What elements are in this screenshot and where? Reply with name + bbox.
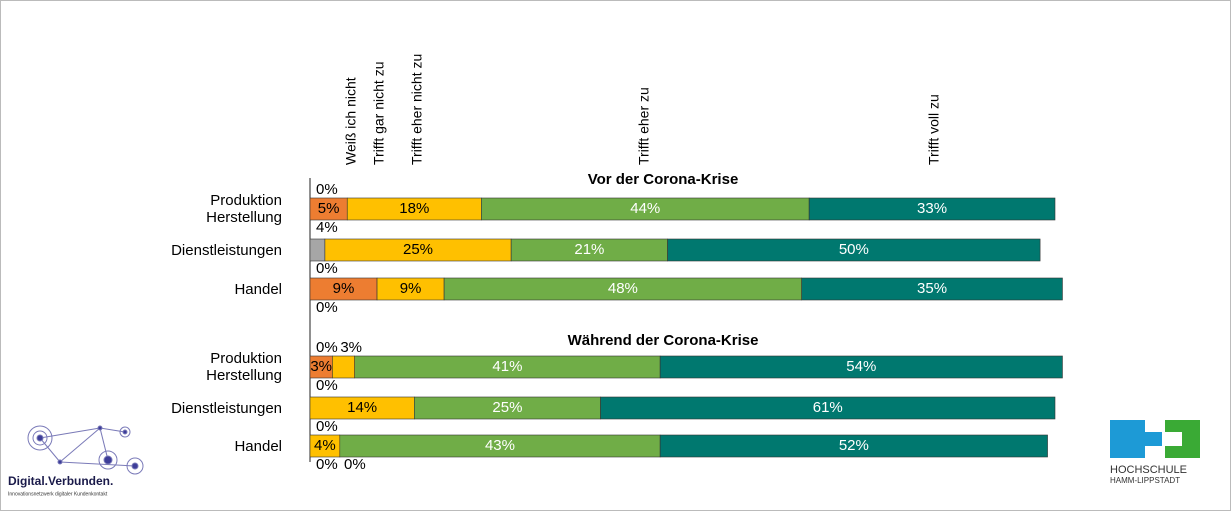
legend-entry: Trifft voll zu (926, 94, 942, 165)
data-label: 0% (316, 299, 338, 316)
logo-left (27, 425, 144, 475)
data-label: 14% (347, 399, 377, 416)
annotation: 4% (316, 219, 338, 236)
legend-entry: Weiß ich nicht (343, 77, 359, 165)
data-label: 43% (485, 437, 515, 454)
logo-line: HOCHSCHULE (1110, 464, 1187, 476)
data-label: 41% (492, 358, 522, 375)
data-label: 21% (574, 241, 604, 258)
category-label: Produktion Herstellung (206, 350, 282, 384)
bar-segment (808, 197, 1056, 221)
data-label: 9% (333, 280, 355, 297)
data-label: 0% (344, 456, 366, 473)
category-label: Dienstleistungen (171, 241, 282, 259)
bar-segment (309, 238, 326, 262)
annotation: 0% (316, 377, 338, 394)
data-label: 25% (492, 399, 522, 416)
panel-title: Während der Corona-Krise (568, 332, 759, 349)
bar-segment (659, 434, 1048, 458)
data-label: 50% (839, 241, 869, 258)
data-label: 54% (846, 358, 876, 375)
data-label: 9% (400, 280, 422, 297)
logo-right (1110, 420, 1200, 458)
data-label: 0% (316, 260, 338, 277)
category-label: Handel (234, 280, 282, 298)
data-label: 44% (630, 200, 660, 217)
logo-subtitle: Innovationsnetzwerk digitaler Kundenkont… (8, 491, 108, 497)
data-label: 0% (316, 339, 338, 356)
data-label: 52% (839, 437, 869, 454)
bar-segment (659, 355, 1063, 379)
data-label: 0% (316, 181, 338, 198)
bar-segment (600, 396, 1056, 420)
logo-line: HAMM-LIPPSTADT (1110, 476, 1180, 485)
data-label: 61% (813, 399, 843, 416)
data-label: 0% (316, 418, 338, 435)
data-label: 0% (316, 456, 338, 473)
panel-title: Vor der Corona-Krise (588, 171, 739, 188)
bar-segment (667, 238, 1041, 262)
data-label: 3% (310, 358, 332, 375)
data-label: 33% (917, 200, 947, 217)
data-label: 5% (318, 200, 340, 217)
legend-entry: Trifft eher nicht zu (409, 54, 425, 165)
data-label: 48% (608, 280, 638, 297)
data-label: 4% (314, 437, 336, 454)
data-label: 18% (399, 200, 429, 217)
legend-entry: Trifft eher zu (636, 87, 652, 165)
data-label: 25% (403, 241, 433, 258)
data-label: 35% (917, 280, 947, 297)
bar-segment (332, 355, 356, 379)
data-label: 3% (340, 339, 362, 356)
bar-segment (801, 277, 1063, 301)
logo-title: Digital.Verbunden. (8, 474, 113, 488)
category-label: Handel (234, 437, 282, 455)
category-label: Produktion Herstellung (206, 192, 282, 226)
category-label: Dienstleistungen (171, 399, 282, 417)
legend-entry: Trifft gar nicht zu (371, 62, 387, 165)
